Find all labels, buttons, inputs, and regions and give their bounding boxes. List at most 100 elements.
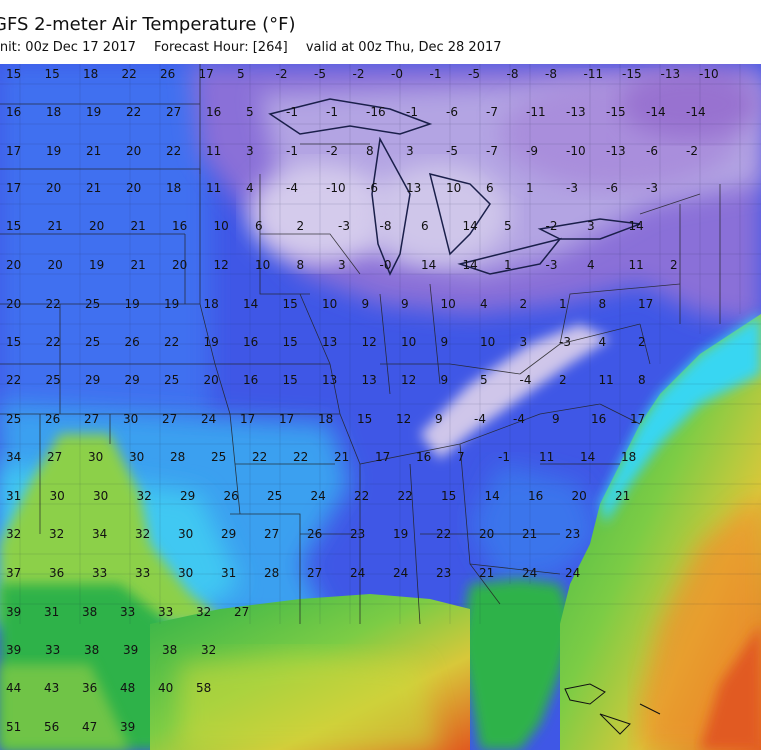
temperature-value: 18: [46, 105, 61, 119]
temperature-value: 21: [48, 219, 63, 233]
temperature-value: 39: [6, 605, 21, 619]
temperature-value: 27: [234, 605, 249, 619]
temperature-value: 22: [46, 335, 61, 349]
temperature-value: 5: [237, 67, 245, 81]
temperature-value: 20: [479, 527, 494, 541]
temperature-value: 21: [334, 450, 349, 464]
temperature-value: 15: [283, 335, 298, 349]
temperature-value: 15: [6, 67, 21, 81]
temperature-value: 17: [375, 450, 390, 464]
temperature-value: 19: [393, 527, 408, 541]
temperature-value: 10: [401, 335, 416, 349]
temperature-value: 17: [6, 144, 21, 158]
temperature-value: -13: [661, 67, 681, 81]
temperature-value: 13: [322, 373, 337, 387]
temperature-value: 31: [6, 489, 21, 503]
temperature-value: 32: [196, 605, 211, 619]
temperature-value: 22: [398, 489, 413, 503]
temperature-value: 9: [401, 297, 409, 311]
temperature-value: 16: [591, 412, 606, 426]
temperature-value: 21: [131, 258, 146, 272]
temperature-value: 22: [252, 450, 267, 464]
temperature-value: 32: [49, 527, 64, 541]
temperature-value: 12: [362, 335, 377, 349]
temperature-map[interactable]: 15 15 18 22 26 17 5 -2 -5 -2 -0 -1 -5 -8 -8 -11 -15 -13 -1…: [0, 64, 761, 750]
temperature-value: 37: [6, 566, 21, 580]
temperature-value: 36: [49, 566, 64, 580]
temperature-value: 17: [638, 297, 653, 311]
temperature-value: 11: [206, 181, 221, 195]
temperature-value: -5: [314, 67, 326, 81]
temperature-value: -2: [276, 67, 288, 81]
temperature-value: -6: [646, 144, 658, 158]
temperature-value: 20: [204, 373, 219, 387]
temperature-value: 16: [206, 105, 221, 119]
temperature-value: 18: [204, 297, 219, 311]
temperature-value: -15: [606, 105, 626, 119]
temperature-value: 4: [246, 181, 254, 195]
init-time: Init: 00z Dec 17 2017: [0, 40, 136, 55]
temperature-value: -1: [286, 144, 298, 158]
temperature-value: -7: [486, 105, 498, 119]
temperature-value: 31: [221, 566, 236, 580]
temperature-value: 15: [6, 219, 21, 233]
temperature-value: 27: [84, 412, 99, 426]
temperature-value: -4: [513, 412, 525, 426]
temperature-value: 19: [164, 297, 179, 311]
temperature-value: 27: [166, 105, 181, 119]
temperature-value: 20: [6, 297, 21, 311]
temperature-value: 6: [486, 181, 494, 195]
temperature-value: 10: [480, 335, 495, 349]
temperature-value: 33: [120, 605, 135, 619]
temperature-value: 14: [629, 219, 644, 233]
temperature-value: 10: [214, 219, 229, 233]
temperature-value: 25: [211, 450, 226, 464]
temperature-value: -10: [566, 144, 586, 158]
temperature-value: 22: [166, 144, 181, 158]
temperature-value: -3: [338, 219, 350, 233]
temperature-value: -14: [646, 105, 666, 119]
temperature-value: 22: [122, 67, 137, 81]
temperature-value: -3: [546, 258, 558, 272]
temperature-value: 16: [416, 450, 431, 464]
temperature-value: 40: [158, 681, 173, 695]
temperature-value: 13: [322, 335, 337, 349]
temperature-value: -8: [507, 67, 519, 81]
temperature-value: 34: [92, 527, 107, 541]
temperature-value: 9: [435, 412, 443, 426]
temperature-value: 20: [126, 181, 141, 195]
temperature-value: 15: [357, 412, 372, 426]
temperature-value: 27: [264, 527, 279, 541]
temperature-value: 26: [125, 335, 140, 349]
temperature-value: 21: [131, 219, 146, 233]
temperature-value: 21: [522, 527, 537, 541]
temperature-value: -1: [430, 67, 442, 81]
temperature-value: 33: [158, 605, 173, 619]
temperature-value: 30: [50, 489, 65, 503]
temperature-value: 21: [86, 181, 101, 195]
temperature-value: 1: [526, 181, 534, 195]
lake-outlines: [268, 98, 641, 276]
temperature-value: 17: [240, 412, 255, 426]
temperature-value: 26: [307, 527, 322, 541]
county-borders: [0, 64, 761, 624]
temperature-value: 15: [283, 373, 298, 387]
temperature-value: 25: [85, 297, 100, 311]
temperature-value: 24: [311, 489, 326, 503]
temperature-value: 21: [86, 144, 101, 158]
temperature-value: 8: [599, 297, 607, 311]
forecast-hour: Forecast Hour: [264]: [153, 40, 288, 55]
temperature-value: 27: [47, 450, 62, 464]
temperature-value: 26: [224, 489, 239, 503]
temperature-value: 10: [441, 297, 456, 311]
temperature-value: 28: [170, 450, 185, 464]
temperature-value: 18: [318, 412, 333, 426]
temperature-value: -6: [446, 105, 458, 119]
temperature-value: 30: [178, 566, 193, 580]
temperature-value: -15: [622, 67, 642, 81]
temperature-value: 9: [552, 412, 560, 426]
temperature-value: -6: [606, 181, 618, 195]
temperature-value: -2: [546, 219, 558, 233]
temperature-value: 16: [528, 489, 543, 503]
temperature-value: 30: [178, 527, 193, 541]
